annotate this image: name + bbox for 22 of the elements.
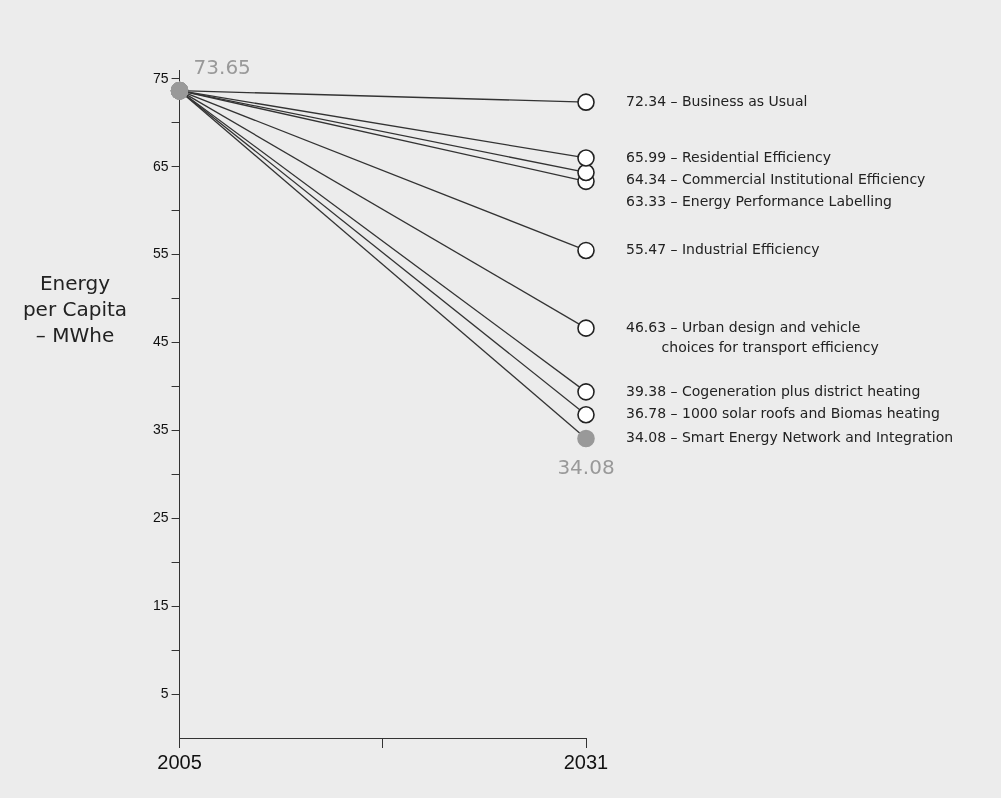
y-tick-label: 5 [160, 684, 169, 701]
x-tick-label: 2031 [563, 750, 609, 773]
text: 39.38 – Cogeneration plus district heating [626, 382, 921, 399]
y-tick-label: 75 [152, 69, 169, 86]
text: 63.33 – Energy Performance Labelling [626, 192, 892, 209]
text: 72.34 – Business as Usual [626, 92, 808, 109]
text: 34.08 – Smart Energy Network and Integration [626, 429, 954, 446]
data-label: 34.08 [557, 454, 615, 479]
y-tick-label: 55 [152, 245, 169, 262]
x-tick-label: 2005 [157, 750, 202, 773]
y-axis-title: Energy per Capita – MWhe [21, 270, 129, 348]
text: 46.63 – Urban design and vehicle choices for transport efficiency [626, 318, 879, 355]
text: 36.78 – 1000 solar roofs and Biomas heating [626, 405, 940, 422]
text: 55.47 – Industrial Efficiency [626, 241, 820, 258]
y-tick-label: 65 [152, 157, 169, 174]
text: 64.34 – Commercial Institutional Efficiency [626, 170, 926, 187]
data-label: 73.65 [193, 54, 251, 79]
y-tick-label: 25 [152, 509, 169, 526]
y-tick-label: 15 [152, 597, 169, 614]
y-tick-label: 45 [152, 333, 169, 350]
text: 65.99 – Residential Efficiency [626, 148, 831, 165]
y-tick-label: 35 [152, 421, 169, 438]
